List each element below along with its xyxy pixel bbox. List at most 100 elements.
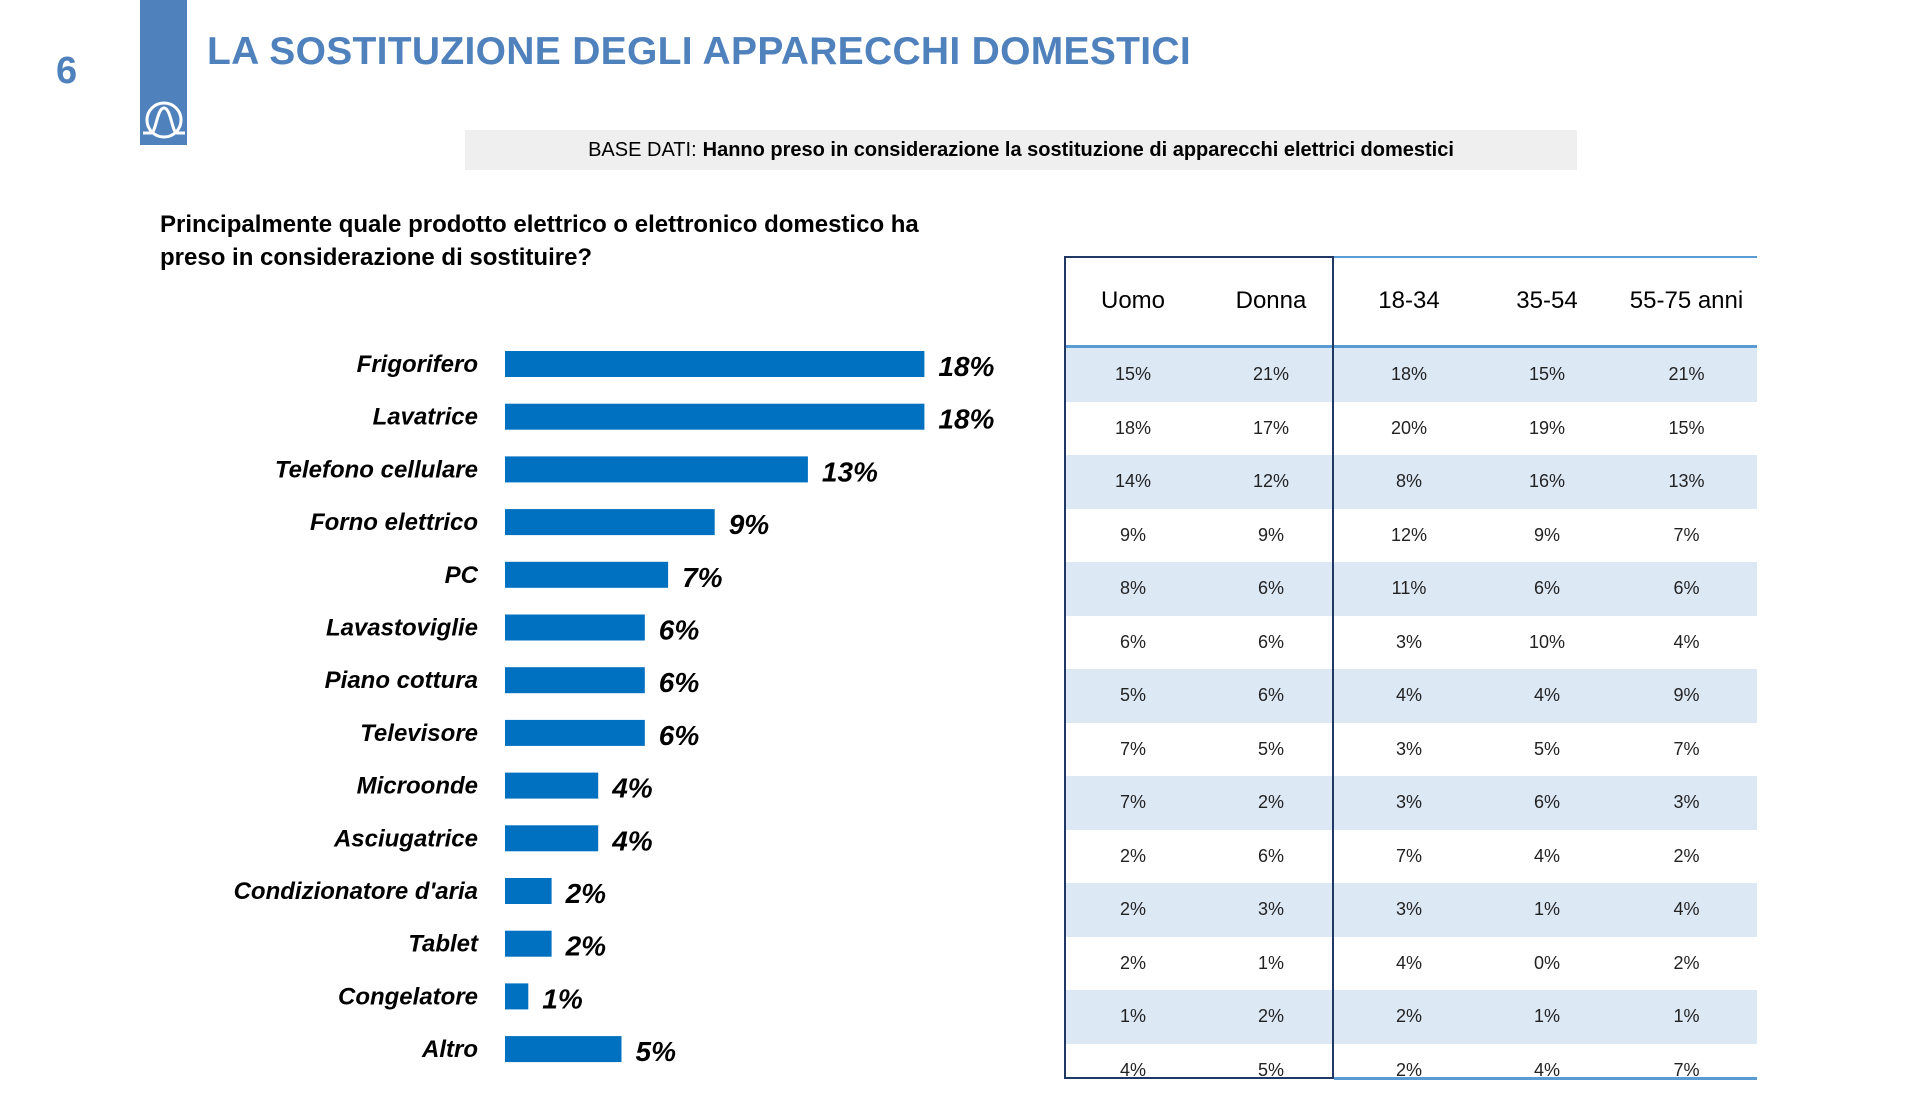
column-header: Donna [1202,256,1340,347]
table-row: 2%6%7%4%2% [1064,830,1757,884]
table-cell: 3% [1202,883,1340,937]
table-cell: 20% [1340,402,1478,456]
table-cell: 5% [1064,669,1202,723]
table-cell: 7% [1064,776,1202,830]
value-label: 4% [611,825,653,856]
table-cell: 4% [1340,937,1478,991]
table-row: 7%2%3%6%3% [1064,776,1757,830]
bar [505,720,645,746]
value-label: 4% [611,773,653,804]
bar [505,931,552,957]
table-cell: 9% [1616,669,1757,723]
table-cell: 6% [1202,669,1340,723]
table-cell: 17% [1202,402,1340,456]
table-cell: 1% [1064,990,1202,1044]
table-cell: 6% [1478,776,1616,830]
value-label: 1% [542,983,583,1014]
table-top-rule [1334,256,1757,258]
bar [505,825,598,851]
column-header: 18-34 [1340,256,1478,347]
category-label: Congelatore [338,983,478,1010]
column-header: Uomo [1064,256,1202,347]
category-label: Lavastoviglie [326,615,478,642]
table-cell: 3% [1340,883,1478,937]
category-label: Piano cottura [325,667,478,694]
value-label: 5% [636,1036,677,1067]
column-header: 55-75 anni [1616,256,1757,347]
table-cell: 3% [1340,723,1478,777]
table-row: 18%17%20%19%15% [1064,402,1757,456]
category-label: PC [445,562,479,589]
bar [505,509,715,535]
category-label: Frigorifero [357,351,478,378]
table-cell: 2% [1616,937,1757,991]
category-label: Asciugatrice [333,825,478,852]
table-row: 15%21%18%15%21% [1064,347,1757,402]
table-row: 9%9%12%9%7% [1064,509,1757,563]
table-row: 5%6%4%4%9% [1064,669,1757,723]
table-cell: 1% [1478,990,1616,1044]
category-label: Forno elettrico [310,509,478,536]
table-cell: 2% [1064,883,1202,937]
table-cell: 6% [1616,562,1757,616]
table-cell: 6% [1478,562,1616,616]
table-cell: 7% [1340,830,1478,884]
table-cell: 14% [1064,455,1202,509]
table-cell: 5% [1202,1044,1340,1097]
table-cell: 10% [1478,616,1616,670]
category-label: Microonde [357,773,478,800]
table-cell: 6% [1064,616,1202,670]
table-cell: 2% [1340,990,1478,1044]
table-cell: 1% [1616,990,1757,1044]
table-cell: 4% [1616,883,1757,937]
value-label: 18% [938,351,994,382]
table-cell: 7% [1616,509,1757,563]
table-cell: 8% [1064,562,1202,616]
table-cell: 2% [1202,776,1340,830]
column-header: 35-54 [1478,256,1616,347]
table-cell: 15% [1616,402,1757,456]
table-cell: 21% [1616,347,1757,402]
table-row: 14%12%8%16%13% [1064,455,1757,509]
table-cell: 19% [1478,402,1616,456]
table-row: 6%6%3%10%4% [1064,616,1757,670]
value-label: 13% [822,456,878,487]
table-cell: 8% [1340,455,1478,509]
table-row: 2%1%4%0%2% [1064,937,1757,991]
bar [505,878,552,904]
table-cell: 12% [1340,509,1478,563]
table-cell: 9% [1478,509,1616,563]
table-cell: 12% [1202,455,1340,509]
table-cell: 2% [1340,1044,1478,1097]
table-cell: 21% [1202,347,1340,402]
bar [505,1036,622,1062]
category-label: Televisore [360,720,478,747]
table-cell: 3% [1616,776,1757,830]
category-label: Condizionatore d'aria [234,878,478,905]
bar [505,667,645,693]
value-label: 7% [682,562,723,593]
table-row: 8%6%11%6%6% [1064,562,1757,616]
table-row: 1%2%2%1%1% [1064,990,1757,1044]
table-cell: 1% [1478,883,1616,937]
table-cell: 4% [1478,669,1616,723]
category-label: Telefono cellulare [275,456,478,483]
table-cell: 4% [1616,616,1757,670]
table-cell: 15% [1064,347,1202,402]
table-cell: 5% [1478,723,1616,777]
table-cell: 4% [1478,830,1616,884]
table-cell: 15% [1478,347,1616,402]
table-cell: 0% [1478,937,1616,991]
value-label: 9% [729,509,770,540]
table-cell: 16% [1478,455,1616,509]
value-label: 2% [565,931,607,962]
table-cell: 6% [1202,562,1340,616]
bar [505,456,808,482]
table-cell: 4% [1340,669,1478,723]
value-label: 18% [938,404,994,435]
bar [505,983,528,1009]
table-cell: 7% [1616,723,1757,777]
